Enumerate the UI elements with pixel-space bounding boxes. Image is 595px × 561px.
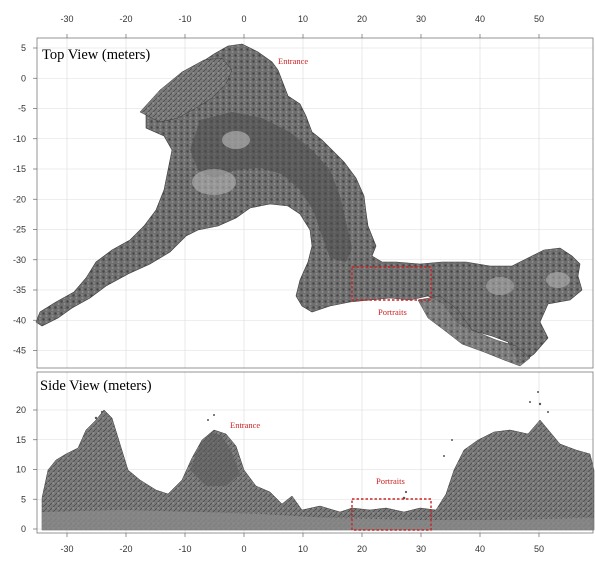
- cave-top-shape-channel: [190, 112, 352, 262]
- y-tick-label: -15: [13, 164, 26, 174]
- side-view-panel: Side View (meters) Entrance Portraits 20…: [16, 371, 595, 534]
- y-tick-label: -45: [13, 346, 26, 356]
- x-tick-label: -10: [178, 544, 191, 554]
- cave-side-profile-main: [41, 409, 595, 531]
- x-tick-label: 0: [241, 14, 246, 24]
- x-tick-label: -10: [178, 14, 191, 24]
- y-tick-label: 0: [21, 524, 26, 534]
- y-tick-label: 5: [21, 43, 26, 53]
- side-portraits-box: [351, 498, 432, 531]
- x-tick-label: 50: [534, 14, 544, 24]
- y-tick-label: 5: [21, 494, 26, 504]
- cave-top-chamber: [546, 272, 570, 288]
- top-view-y-axis: 5 0 -5 -10 -15 -20 -25 -30 -35 -40 -45: [13, 43, 37, 356]
- x-tick-label: 20: [357, 544, 367, 554]
- top-portraits-box: [351, 266, 432, 301]
- top-view-panel: Top View (meters) Entrance Portraits 5 0 -…: [13, 37, 594, 369]
- x-tick-label: -30: [60, 14, 73, 24]
- y-tick-label: 0: [21, 73, 26, 83]
- top-portraits-label: Portraits: [378, 307, 407, 317]
- cave-side-entrance-plume: [190, 432, 240, 486]
- x-tick-label: -20: [119, 544, 132, 554]
- y-tick-label: -30: [13, 255, 26, 265]
- x-tick-label: 50: [534, 544, 544, 554]
- cave-top-chamber: [192, 169, 236, 195]
- x-tick-label: -30: [60, 544, 73, 554]
- y-tick-label: 20: [16, 405, 26, 415]
- y-tick-label: -5: [18, 104, 26, 114]
- cave-top-shape-branch: [417, 295, 531, 367]
- bottom-x-axis: -30 -20 -10 0 10 20 30 40 50: [60, 533, 544, 554]
- x-tick-label: 30: [416, 14, 426, 24]
- top-x-axis: -30 -20 -10 0 10 20 30 40 50: [60, 14, 544, 38]
- side-view-title: Side View (meters): [40, 378, 152, 394]
- cave-side-floor-band: [42, 510, 594, 530]
- y-tick-label: 10: [16, 465, 26, 475]
- side-view-plot-frame: [36, 371, 594, 534]
- x-tick-label: -20: [119, 14, 132, 24]
- cave-top-shape-upper-lobe: [139, 57, 233, 123]
- y-tick-label: -25: [13, 225, 26, 235]
- side-entrance-label: Entrance: [230, 420, 260, 430]
- x-tick-label: 30: [416, 544, 426, 554]
- x-tick-label: 0: [241, 544, 246, 554]
- top-entrance-label: Entrance: [278, 56, 308, 66]
- side-portraits-label: Portraits: [376, 476, 405, 486]
- cave-top-chamber: [486, 277, 514, 295]
- x-tick-label: 40: [475, 14, 485, 24]
- x-tick-label: 10: [298, 544, 308, 554]
- x-tick-label: 20: [357, 14, 367, 24]
- y-tick-label: 15: [16, 435, 26, 445]
- x-tick-label: 40: [475, 544, 485, 554]
- y-tick-label: -40: [13, 315, 26, 325]
- y-tick-label: -35: [13, 285, 26, 295]
- y-tick-label: -10: [13, 134, 26, 144]
- top-view-cave-map: [35, 43, 583, 367]
- cave-top-chamber: [222, 131, 250, 149]
- side-view-y-axis: 20 15 10 5 0: [16, 405, 37, 534]
- y-tick-label: -20: [13, 194, 26, 204]
- top-view-title: Top View (meters): [42, 47, 150, 63]
- x-tick-label: 10: [298, 14, 308, 24]
- side-view-cave-profile: [41, 391, 595, 531]
- top-view-plot-frame: [36, 37, 594, 369]
